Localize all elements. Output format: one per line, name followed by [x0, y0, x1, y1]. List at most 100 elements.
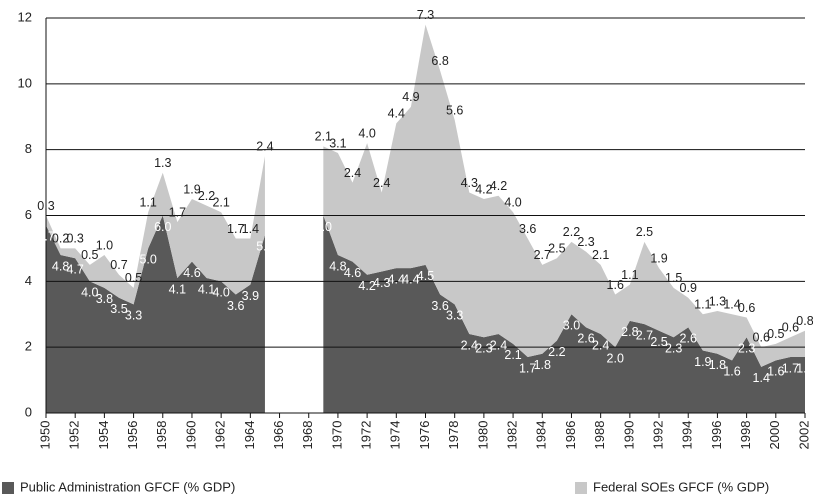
- data-label: 5.0: [139, 253, 156, 267]
- data-label: 1.9: [694, 355, 711, 369]
- y-tick-label: 8: [25, 141, 32, 156]
- data-label: 5.4: [256, 240, 273, 254]
- data-label: 4.2: [358, 279, 375, 293]
- data-label: 1.8: [534, 358, 551, 372]
- data-label: 3.9: [242, 289, 259, 303]
- data-label: 4.4: [402, 272, 419, 286]
- data-label: 0.5: [767, 327, 784, 341]
- legend-label: Public Administration GFCF (% GDP): [20, 479, 235, 494]
- data-label: 2.4: [490, 338, 507, 352]
- data-label: 2.1: [315, 130, 332, 144]
- data-label: 2.4: [256, 140, 273, 154]
- data-label: 2.2: [198, 189, 215, 203]
- data-label: 4.4: [388, 107, 405, 121]
- data-label: 3.1: [329, 136, 346, 150]
- data-label: 4.7: [66, 263, 83, 277]
- data-label: 4.0: [504, 196, 521, 210]
- legend-swatch: [2, 482, 14, 494]
- data-label: 0.6: [738, 301, 755, 315]
- data-label: 2.5: [548, 242, 565, 256]
- x-tick-label: 1994: [680, 421, 695, 450]
- data-label: 1.1: [621, 268, 638, 282]
- x-tick-label: 1950: [37, 421, 52, 450]
- data-label: 0.6: [782, 321, 799, 335]
- data-label: 4.1: [169, 282, 186, 296]
- data-label: 2.4: [461, 338, 478, 352]
- data-label: 0.8: [796, 314, 813, 328]
- data-label: 1.7: [169, 205, 186, 219]
- data-label: 4.8: [52, 259, 69, 273]
- data-label: 0.7: [110, 258, 127, 272]
- data-label: 2.6: [577, 332, 594, 346]
- data-label: 2.3: [738, 342, 755, 356]
- data-label: 5.6: [446, 103, 463, 117]
- data-label: 1.7: [796, 361, 813, 375]
- data-label: 3.3: [446, 309, 463, 323]
- data-label: 1.1: [139, 196, 156, 210]
- x-tick-label: 1962: [213, 421, 228, 450]
- data-label: 4.9: [402, 90, 419, 104]
- data-label: 0.5: [81, 248, 98, 262]
- data-label: 2.0: [607, 351, 624, 365]
- data-label: 2.6: [680, 332, 697, 346]
- data-label: 6.0: [154, 220, 171, 234]
- x-tick-label: 1958: [154, 421, 169, 450]
- data-label: 1.1: [694, 298, 711, 312]
- data-label: 1.7: [227, 222, 244, 236]
- x-tick-label: 1972: [359, 421, 374, 450]
- x-tick-label: 2000: [767, 421, 782, 450]
- data-label: 1.3: [709, 294, 726, 308]
- x-tick-label: 1960: [183, 421, 198, 450]
- x-tick-label: 2002: [796, 421, 811, 450]
- data-label: 1.0: [96, 238, 113, 252]
- x-tick-label: 1990: [621, 421, 636, 450]
- data-label: 1.3: [154, 156, 171, 170]
- y-tick-label: 2: [25, 339, 32, 354]
- x-tick-label: 1984: [534, 421, 549, 450]
- data-label: 1.7: [782, 361, 799, 375]
- x-tick-label: 1998: [738, 421, 753, 450]
- data-label: 2.3: [577, 235, 594, 249]
- data-label: 2.1: [504, 348, 521, 362]
- data-label: 1.8: [709, 358, 726, 372]
- data-label: 2.2: [563, 225, 580, 239]
- x-tick-label: 1976: [417, 421, 432, 450]
- x-tick-label: 1956: [125, 421, 140, 450]
- y-tick-label: 6: [25, 207, 32, 222]
- data-label: 2.3: [475, 342, 492, 356]
- data-label: 3.0: [563, 319, 580, 333]
- x-tick-label: 1996: [709, 421, 724, 450]
- x-tick-label: 1980: [475, 421, 490, 450]
- data-label: 3.6: [431, 299, 448, 313]
- y-tick-label: 12: [18, 9, 32, 24]
- x-tick-label: 1974: [388, 421, 403, 450]
- data-label: 0.3: [37, 199, 54, 213]
- x-tick-label: 1988: [592, 421, 607, 450]
- data-label: 1.9: [650, 251, 667, 265]
- data-label: 2.7: [534, 248, 551, 262]
- x-tick-label: 1964: [242, 421, 257, 450]
- data-label: 2.1: [212, 196, 229, 210]
- data-label: 4.0: [212, 286, 229, 300]
- data-label: 4.0: [81, 286, 98, 300]
- x-tick-label: 1970: [329, 421, 344, 450]
- data-label: 2.3: [665, 342, 682, 356]
- data-label: 3.5: [110, 302, 127, 316]
- data-label: 1.7: [519, 361, 536, 375]
- data-label: 0.9: [680, 281, 697, 295]
- data-label: 2.8: [621, 325, 638, 339]
- x-tick-label: 1982: [505, 421, 520, 450]
- x-tick-label: 1952: [67, 421, 82, 450]
- data-label: 4.2: [490, 179, 507, 193]
- data-label: 4.8: [329, 259, 346, 273]
- legend-label: Federal SOEs GFCF (% GDP): [593, 479, 769, 494]
- data-label: 4.1: [198, 282, 215, 296]
- data-label: 5.7: [37, 230, 54, 244]
- data-label: 2.1: [592, 248, 609, 262]
- data-label: 2.4: [592, 338, 609, 352]
- data-label: 6.8: [431, 54, 448, 68]
- data-label: 4.0: [358, 126, 375, 140]
- data-label: 6.0: [315, 220, 332, 234]
- data-label: 2.5: [650, 335, 667, 349]
